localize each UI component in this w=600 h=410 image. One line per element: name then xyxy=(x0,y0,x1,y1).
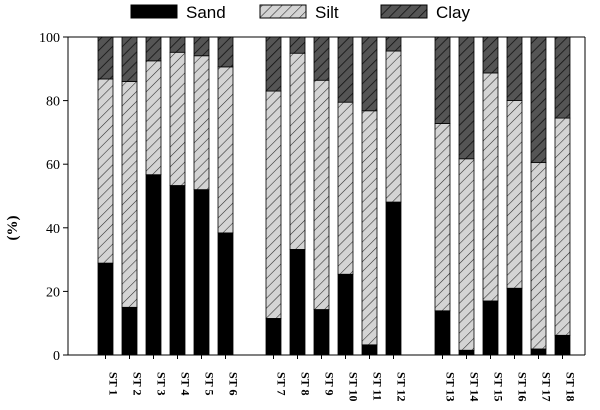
bar-sand-st1 xyxy=(97,262,114,356)
bar-silt-st8 xyxy=(289,52,306,250)
x-tick-label-st11: ST 11 xyxy=(371,372,385,401)
x-tick-label-st15: ST 15 xyxy=(492,372,506,401)
bar-clay-st14 xyxy=(458,36,475,160)
bar-silt-st3 xyxy=(145,60,162,176)
legend-swatch-clay xyxy=(380,4,428,19)
bar-silt-st2 xyxy=(121,81,138,308)
bar-silt-st13 xyxy=(434,123,451,312)
y-tick-label: 20 xyxy=(46,285,60,300)
bar-clay-st12 xyxy=(385,36,402,52)
bar-clay-st8 xyxy=(289,36,306,54)
legend-label-sand: Sand xyxy=(186,3,226,22)
legend-item-sand: Sand xyxy=(130,3,226,22)
legend-label-clay: Clay xyxy=(436,3,471,22)
bar-silt-st15 xyxy=(482,72,499,302)
bar-clay-st13 xyxy=(434,36,451,124)
bar-silt-st9 xyxy=(313,79,330,310)
bar-sand-st18 xyxy=(554,334,571,356)
x-tick-label-st9: ST 9 xyxy=(323,372,337,395)
bar-clay-st9 xyxy=(313,36,330,81)
bars-layer xyxy=(97,36,571,356)
axes: 0 20 40 60 80 100 xyxy=(39,31,586,364)
bar-silt-st18 xyxy=(554,117,571,336)
x-tick-label-st1: ST 1 xyxy=(107,372,121,395)
bar-sand-st11 xyxy=(361,344,378,356)
bar-clay-st4 xyxy=(169,36,186,53)
bar-sand-st7 xyxy=(265,318,282,356)
bar-sand-st13 xyxy=(434,310,451,356)
bar-sand-st17 xyxy=(530,348,547,356)
bar-clay-st11 xyxy=(361,36,378,112)
bar-silt-st17 xyxy=(530,162,547,350)
bar-silt-st1 xyxy=(97,78,114,264)
x-tick-label-st3: ST 3 xyxy=(155,372,169,395)
bar-silt-st11 xyxy=(361,110,378,346)
x-tick-label-st16: ST 16 xyxy=(516,372,530,401)
x-tick-label-st14: ST 14 xyxy=(468,372,482,401)
y-tick-label: 60 xyxy=(46,158,60,173)
legend-label-silt: Silt xyxy=(315,3,339,22)
bar-silt-st14 xyxy=(458,158,475,351)
bar-clay-st10 xyxy=(337,36,354,103)
bar-clay-st16 xyxy=(506,36,523,101)
bar-clay-st1 xyxy=(97,36,114,80)
x-tick-label-st6: ST 6 xyxy=(227,372,241,395)
bar-silt-st10 xyxy=(337,101,354,275)
bar-sand-st6 xyxy=(217,232,234,356)
bar-silt-st6 xyxy=(217,66,234,234)
legend: Sand Silt Clay xyxy=(130,3,471,22)
x-tick-label-st10: ST 10 xyxy=(347,372,361,401)
legend-swatch-silt xyxy=(259,4,307,19)
bar-silt-st12 xyxy=(385,50,402,203)
x-tick-label-st17: ST 17 xyxy=(540,372,554,401)
x-tick-label-st5: ST 5 xyxy=(203,372,217,395)
y-tick-label: 0 xyxy=(53,349,60,364)
bar-clay-st15 xyxy=(482,36,499,74)
bar-silt-st7 xyxy=(265,90,282,319)
bar-clay-st18 xyxy=(554,36,571,119)
x-tick-label-st7: ST 7 xyxy=(275,372,289,395)
bar-sand-st8 xyxy=(289,249,306,356)
legend-swatch-sand xyxy=(130,4,178,19)
bar-sand-st15 xyxy=(482,300,499,356)
bar-sand-st14 xyxy=(458,349,475,356)
legend-item-silt: Silt xyxy=(259,3,339,22)
bar-sand-st16 xyxy=(506,287,523,356)
bar-clay-st17 xyxy=(530,36,547,164)
x-tick-label-st18: ST 18 xyxy=(564,372,578,401)
bar-sand-st4 xyxy=(169,185,186,356)
bar-sand-st10 xyxy=(337,273,354,356)
bar-clay-st7 xyxy=(265,36,282,92)
y-tick-label: 40 xyxy=(46,222,60,237)
x-tick-label-st4: ST 4 xyxy=(179,372,193,395)
bar-silt-st16 xyxy=(506,100,523,289)
bar-silt-st5 xyxy=(193,55,210,191)
bar-clay-st6 xyxy=(217,36,234,68)
bar-sand-st2 xyxy=(121,306,138,356)
bar-sand-st5 xyxy=(193,189,210,356)
bar-sand-st3 xyxy=(145,174,162,356)
bar-clay-st2 xyxy=(121,36,138,82)
y-tick-label: 100 xyxy=(39,31,60,46)
x-tick-label-st2: ST 2 xyxy=(131,372,145,395)
x-tick-label-st12: ST 12 xyxy=(395,372,409,401)
category-labels: ST 1 ST 2 ST 3 ST 4 ST 5 ST 6 ST 7 ST 8 ST 9 ST 1… xyxy=(107,372,578,401)
y-tick-label: 80 xyxy=(46,95,60,110)
x-tick-label-st8: ST 8 xyxy=(299,372,313,395)
bar-sand-st9 xyxy=(313,309,330,356)
y-axis-title: (%) xyxy=(5,216,21,241)
legend-item-clay: Clay xyxy=(380,3,471,22)
bar-clay-st5 xyxy=(193,36,210,57)
bar-silt-st4 xyxy=(169,51,186,186)
bar-clay-st3 xyxy=(145,36,162,62)
bar-sand-st12 xyxy=(385,201,402,356)
x-tick-label-st13: ST 13 xyxy=(444,372,458,401)
